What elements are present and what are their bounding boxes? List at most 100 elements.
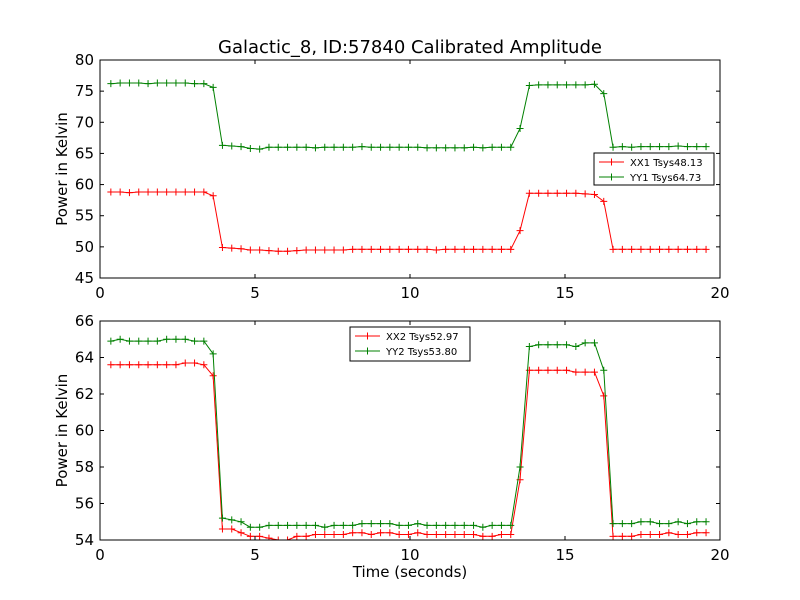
- x-axis-label: Time (seconds): [352, 563, 468, 581]
- data-point: [646, 143, 654, 151]
- data-point: [451, 531, 459, 539]
- data-point: [432, 531, 440, 539]
- data-point: [600, 197, 608, 205]
- data-point: [228, 244, 236, 252]
- y-tick-label: 58: [75, 458, 94, 476]
- data-point: [581, 81, 589, 89]
- data-point: [535, 366, 543, 374]
- data-point: [600, 366, 608, 374]
- data-point: [683, 245, 691, 253]
- data-point: [377, 520, 385, 528]
- y-tick-label: 65: [75, 144, 94, 162]
- data-point: [442, 521, 450, 529]
- data-point: [460, 521, 468, 529]
- data-point: [488, 521, 496, 529]
- data-point: [265, 521, 273, 529]
- data-point: [600, 392, 608, 400]
- data-point: [218, 243, 226, 251]
- data-point: [274, 536, 282, 540]
- data-point: [144, 361, 152, 369]
- data-point: [125, 79, 133, 87]
- data-point: [153, 188, 161, 196]
- data-point: [544, 341, 552, 349]
- data-point: [516, 125, 524, 133]
- data-point: [479, 144, 487, 152]
- data-point: [702, 143, 710, 151]
- data-point: [525, 82, 533, 90]
- data-point: [590, 339, 598, 347]
- data-point: [497, 143, 505, 151]
- data-point: [246, 532, 254, 540]
- legend-label: YY1 Tsys64.73: [629, 173, 701, 184]
- data-point: [656, 520, 664, 528]
- data-point: [544, 81, 552, 89]
- data-point: [191, 359, 199, 367]
- data-point: [609, 532, 617, 540]
- series-1: [107, 188, 710, 255]
- data-point: [321, 143, 329, 151]
- data-point: [377, 529, 385, 537]
- data-point: [497, 245, 505, 253]
- data-point: [311, 521, 319, 529]
- data-point: [618, 532, 626, 540]
- series-2: [107, 335, 710, 531]
- data-point: [228, 142, 236, 150]
- data-point: [311, 531, 319, 539]
- data-point: [683, 531, 691, 539]
- data-point: [600, 90, 608, 98]
- x-tick-label: 20: [710, 546, 729, 564]
- data-point: [646, 531, 654, 539]
- x-tick-label: 15: [555, 284, 574, 302]
- data-point: [367, 520, 375, 528]
- data-point: [135, 361, 143, 369]
- data-point: [404, 521, 412, 529]
- data-point: [200, 80, 208, 88]
- data-point: [274, 247, 282, 255]
- data-point: [628, 245, 636, 253]
- data-point: [181, 335, 189, 343]
- y-axis-label: Power in Kelvin: [53, 374, 71, 488]
- data-point: [274, 521, 282, 529]
- bottom-plot: 0 5 10 15 20 54 56 58 60 62 64 66 Power in Kelvin Tim…: [53, 312, 730, 581]
- data-point: [237, 529, 245, 537]
- data-point: [265, 534, 273, 540]
- data-point: [432, 521, 440, 529]
- data-point: [618, 143, 626, 151]
- data-point: [218, 514, 226, 522]
- data-point: [153, 79, 161, 87]
- data-point: [274, 143, 282, 151]
- data-point: [116, 335, 124, 343]
- data-point: [321, 531, 329, 539]
- data-point: [107, 80, 115, 88]
- data-point: [618, 520, 626, 528]
- data-point: [256, 246, 264, 254]
- data-point: [404, 143, 412, 151]
- data-point: [563, 341, 571, 349]
- data-point: [172, 188, 180, 196]
- data-point: [460, 531, 468, 539]
- data-point: [163, 79, 171, 87]
- chart-title: Galactic_8, ID:57840 Calibrated Amplitud…: [218, 37, 602, 58]
- data-point: [581, 368, 589, 376]
- data-point: [284, 247, 292, 255]
- data-point: [107, 361, 115, 369]
- data-point: [172, 361, 180, 369]
- data-point: [256, 532, 264, 540]
- data-point: [479, 245, 487, 253]
- data-point: [191, 337, 199, 345]
- data-point: [507, 531, 515, 539]
- data-point: [702, 245, 710, 253]
- x-tick-label: 0: [95, 546, 105, 564]
- data-point: [284, 521, 292, 529]
- data-point: [181, 188, 189, 196]
- data-point: [386, 245, 394, 253]
- data-point: [116, 361, 124, 369]
- data-point: [386, 143, 394, 151]
- data-point: [321, 246, 329, 254]
- x-tick-label: 5: [250, 546, 260, 564]
- data-point: [125, 361, 133, 369]
- data-point: [200, 361, 208, 369]
- data-point: [609, 520, 617, 528]
- data-point: [507, 521, 515, 529]
